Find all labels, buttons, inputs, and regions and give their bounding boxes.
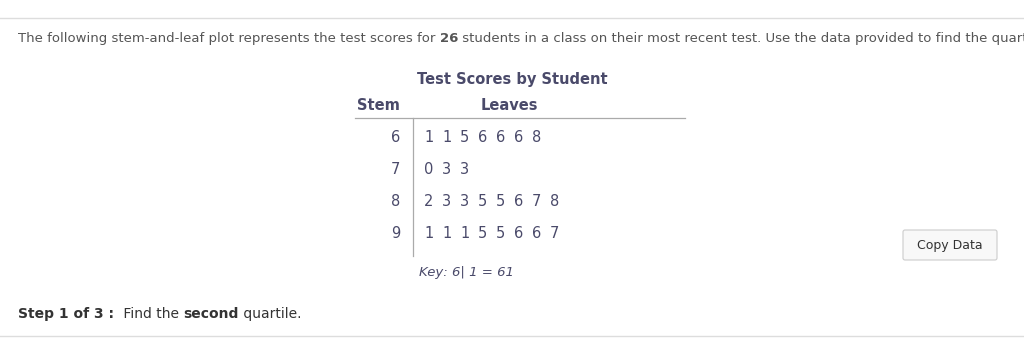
Text: 1: 1 xyxy=(424,226,433,241)
Text: second: second xyxy=(183,307,239,321)
Text: 6: 6 xyxy=(391,130,400,145)
Text: Key: 6| 1 = 61: Key: 6| 1 = 61 xyxy=(419,266,514,279)
Text: 1: 1 xyxy=(460,226,469,241)
Text: 8: 8 xyxy=(391,194,400,209)
Text: 6: 6 xyxy=(514,130,523,145)
Text: 6: 6 xyxy=(532,226,542,241)
Text: 8: 8 xyxy=(532,130,542,145)
Text: 8: 8 xyxy=(550,194,559,209)
Text: 6: 6 xyxy=(496,130,505,145)
Text: 9: 9 xyxy=(391,226,400,241)
Text: Leaves: Leaves xyxy=(480,98,538,113)
Text: 0: 0 xyxy=(424,162,433,177)
Text: 6: 6 xyxy=(514,194,523,209)
Text: 5: 5 xyxy=(478,194,487,209)
Text: 1: 1 xyxy=(442,130,452,145)
Text: students in a class on their most recent test. Use the data provided to find the: students in a class on their most recent… xyxy=(458,32,1024,45)
Text: 3: 3 xyxy=(442,194,452,209)
FancyBboxPatch shape xyxy=(903,230,997,260)
Text: Stem: Stem xyxy=(357,98,400,113)
Text: Step 1 of 3 :: Step 1 of 3 : xyxy=(18,307,119,321)
Text: 5: 5 xyxy=(496,194,505,209)
Text: Test Scores by Student: Test Scores by Student xyxy=(417,72,607,87)
Text: 1: 1 xyxy=(424,130,433,145)
Text: quartile.: quartile. xyxy=(239,307,301,321)
Text: 26: 26 xyxy=(439,32,458,45)
Text: 3: 3 xyxy=(460,194,469,209)
Text: 5: 5 xyxy=(478,226,487,241)
Text: 7: 7 xyxy=(532,194,542,209)
Text: 7: 7 xyxy=(390,162,400,177)
Text: 5: 5 xyxy=(496,226,505,241)
Text: 7: 7 xyxy=(550,226,559,241)
Text: Find the: Find the xyxy=(119,307,183,321)
Text: 3: 3 xyxy=(460,162,469,177)
Text: 3: 3 xyxy=(442,162,452,177)
Text: Copy Data: Copy Data xyxy=(918,238,983,252)
Text: 1: 1 xyxy=(442,226,452,241)
Text: 6: 6 xyxy=(514,226,523,241)
Text: 6: 6 xyxy=(478,130,487,145)
Text: 5: 5 xyxy=(460,130,469,145)
Text: The following stem-and-leaf plot represents the test scores for: The following stem-and-leaf plot represe… xyxy=(18,32,439,45)
Text: 2: 2 xyxy=(424,194,433,209)
